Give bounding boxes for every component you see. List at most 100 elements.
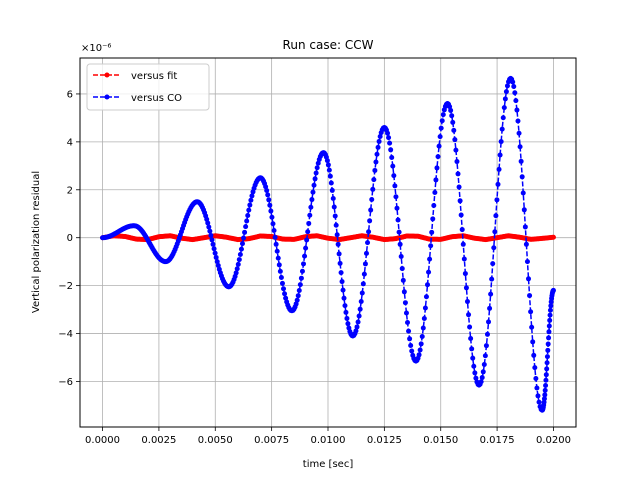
data-point	[315, 160, 321, 166]
data-point	[277, 268, 283, 274]
data-point	[295, 293, 301, 299]
data-point	[237, 251, 243, 257]
data-point	[265, 192, 271, 198]
data-point	[461, 256, 467, 262]
data-point	[293, 301, 299, 307]
data-point	[416, 352, 422, 358]
x-tick-label: 0.0050	[198, 435, 233, 446]
data-point	[527, 293, 533, 299]
data-point	[483, 343, 489, 349]
data-point	[233, 270, 239, 276]
data-point	[400, 277, 406, 283]
x-tick-label: 0.0125	[367, 435, 402, 446]
data-point	[264, 188, 270, 193]
data-point	[276, 262, 282, 268]
data-point	[360, 281, 366, 287]
x-axis-title: time [sec]	[303, 459, 354, 470]
data-point	[546, 335, 552, 341]
data-point	[247, 202, 253, 208]
data-point	[543, 377, 549, 383]
data-point	[532, 365, 538, 371]
data-point	[345, 321, 351, 327]
data-point	[408, 342, 414, 348]
data-point	[455, 171, 461, 177]
data-point	[241, 235, 247, 241]
data-point	[453, 147, 459, 153]
x-tick-label: 0.0100	[311, 435, 346, 446]
data-point	[547, 307, 553, 313]
data-point	[543, 372, 549, 378]
y-tick-label: 6	[67, 89, 73, 100]
data-point	[327, 173, 333, 179]
data-point	[235, 261, 241, 267]
data-point	[206, 224, 212, 230]
data-point	[281, 286, 287, 292]
data-point	[457, 198, 463, 204]
data-point	[339, 279, 345, 285]
data-point	[309, 197, 315, 203]
data-point	[546, 323, 552, 329]
legend-label-versus-co: versus CO	[131, 93, 182, 104]
data-point	[431, 203, 437, 209]
data-point	[518, 158, 524, 164]
data-point	[531, 352, 537, 358]
data-point	[523, 241, 529, 247]
data-point	[494, 197, 500, 203]
data-point	[528, 309, 534, 315]
data-point	[342, 303, 348, 309]
data-point	[454, 159, 460, 165]
data-point	[464, 299, 470, 305]
data-point	[387, 140, 393, 146]
data-point	[471, 363, 477, 369]
data-point	[470, 355, 476, 361]
data-point	[394, 205, 400, 211]
data-point	[426, 269, 432, 275]
data-point	[212, 250, 218, 256]
data-point	[418, 341, 424, 347]
data-point	[514, 107, 520, 113]
data-point	[283, 295, 289, 301]
data-point	[460, 241, 466, 247]
data-point	[208, 232, 214, 238]
legend: versus fit versus CO	[86, 63, 210, 111]
data-point	[396, 229, 402, 235]
data-point	[493, 213, 499, 219]
data-point	[473, 375, 479, 381]
data-point	[333, 222, 339, 228]
data-point	[205, 220, 211, 226]
data-point	[278, 275, 284, 281]
data-point	[547, 317, 553, 323]
data-point	[520, 190, 526, 196]
data-point	[402, 300, 408, 306]
data-point	[344, 315, 350, 321]
data-point	[330, 195, 336, 201]
data-point	[428, 243, 434, 249]
data-point	[357, 306, 363, 312]
data-point	[466, 312, 472, 318]
data-point	[433, 177, 439, 183]
data-point	[329, 187, 335, 193]
data-point	[245, 212, 251, 218]
data-point	[550, 234, 556, 240]
x-tick-label: 0.0175	[480, 435, 515, 446]
data-point	[451, 127, 457, 133]
data-point	[490, 261, 496, 267]
data-point	[210, 241, 216, 247]
data-point	[502, 96, 508, 102]
data-point	[407, 336, 413, 342]
data-point	[546, 329, 552, 335]
data-point	[534, 385, 540, 391]
data-point	[362, 261, 368, 267]
data-point	[500, 115, 506, 121]
data-point	[354, 324, 360, 330]
data-point	[409, 348, 415, 354]
data-point	[270, 221, 276, 227]
data-point	[543, 383, 549, 389]
data-point	[244, 218, 250, 224]
data-point	[269, 214, 275, 220]
data-point	[437, 134, 443, 140]
data-point	[544, 360, 550, 366]
y-tick-label: −4	[58, 329, 73, 340]
data-point	[326, 167, 332, 173]
data-point	[515, 118, 521, 124]
